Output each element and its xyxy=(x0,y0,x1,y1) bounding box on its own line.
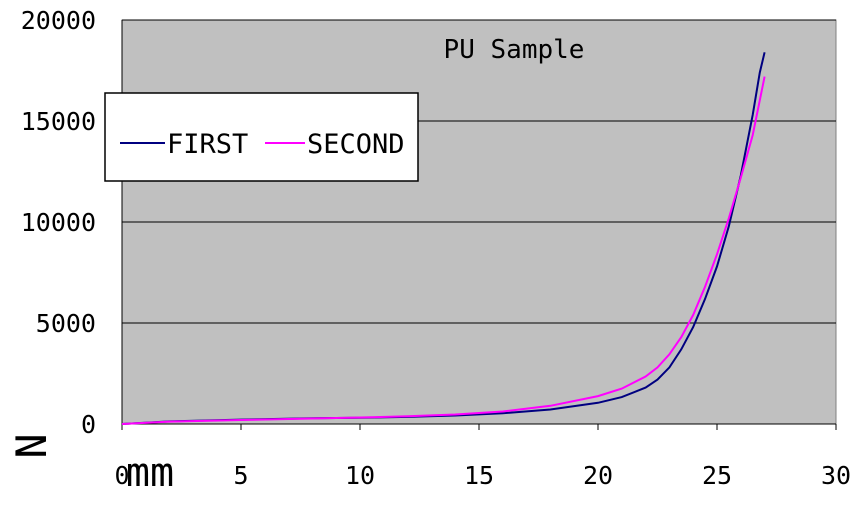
x-tick-label: 25 xyxy=(702,461,732,490)
x-tick-label: 10 xyxy=(345,461,375,490)
chart-title: PU Sample xyxy=(444,35,585,65)
y-tick-label: 20000 xyxy=(21,6,96,35)
y-tick-label: 5000 xyxy=(36,309,96,338)
series-lines xyxy=(121,52,766,425)
legend-label-second: SECOND xyxy=(307,129,405,160)
x-tick-label: 15 xyxy=(464,461,494,490)
x-axis-label: mm xyxy=(126,450,174,496)
legend-box xyxy=(104,92,419,182)
y-tick-label: 15000 xyxy=(21,107,96,136)
series-line-second xyxy=(121,76,766,425)
y-tick-label: 10000 xyxy=(21,208,96,237)
legend: FIRST SECOND xyxy=(104,92,419,182)
x-tick-label: 5 xyxy=(233,461,248,490)
x-tick-label: 0 xyxy=(114,461,129,490)
x-axis-ticks: 0 5 10 15 20 25 30 xyxy=(114,424,851,490)
legend-label-first: FIRST xyxy=(167,129,248,160)
y-axis-ticks: 0 5000 10000 15000 20000 xyxy=(21,6,96,439)
x-tick-label: 30 xyxy=(821,461,851,490)
x-tick-label: 20 xyxy=(583,461,613,490)
y-tick-label: 0 xyxy=(81,410,96,439)
y-axis-label: N xyxy=(7,433,56,458)
